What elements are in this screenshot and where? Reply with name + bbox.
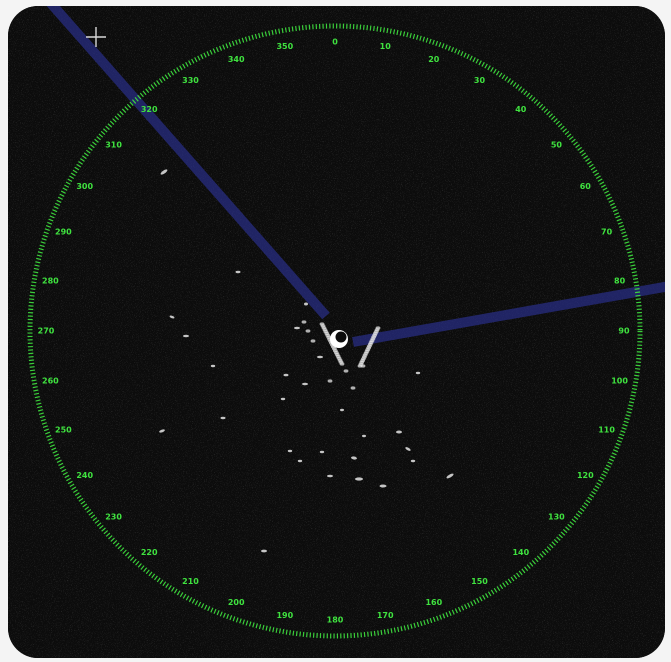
bearing-label-130: 130 — [548, 512, 565, 521]
echo-blip — [396, 430, 402, 434]
near-clutter-echo — [310, 339, 316, 343]
crosshair-icon[interactable] — [86, 27, 106, 47]
echo-blip — [287, 449, 293, 453]
echo-blip — [183, 334, 189, 338]
ebl-line-2 — [352, 281, 665, 347]
bearing-ring — [27, 23, 643, 639]
echo-blip — [304, 302, 308, 306]
bearing-label-200: 200 — [228, 598, 245, 607]
bearing-label-10: 10 — [380, 42, 392, 51]
bearing-label-80: 80 — [614, 276, 626, 285]
bearing-labels: 0 10 20 30 40 50 60 70 80 90 100 110 120 130 140 150 160… — [38, 38, 630, 625]
echo-blip — [405, 447, 411, 451]
bearing-label-320: 320 — [141, 105, 158, 114]
bearing-label-140: 140 — [512, 548, 529, 557]
bearing-label-50: 50 — [551, 141, 563, 150]
echo-blip — [410, 459, 416, 463]
bearing-label-260: 260 — [42, 377, 59, 386]
bearing-label-170: 170 — [377, 611, 394, 620]
echo-blip — [159, 429, 165, 433]
bearing-label-40: 40 — [515, 105, 527, 114]
bearing-label-100: 100 — [611, 377, 628, 386]
bearing-label-180: 180 — [327, 616, 344, 625]
echo-blip — [294, 326, 300, 330]
bearing-label-210: 210 — [182, 577, 199, 586]
echo-blip — [220, 416, 226, 420]
bearing-label-280: 280 — [42, 276, 59, 285]
ebl-line-1 — [46, 6, 330, 320]
bearing-label-60: 60 — [580, 182, 592, 191]
echo-blip — [327, 474, 333, 478]
echo-blip — [340, 408, 344, 412]
bearing-label-340: 340 — [228, 55, 245, 64]
bearing-label-270: 270 — [38, 327, 55, 336]
near-clutter-echo — [305, 329, 311, 333]
bearing-label-220: 220 — [141, 548, 158, 557]
echo-blip — [317, 355, 323, 359]
bearing-label-230: 230 — [105, 512, 122, 521]
near-clutter-echo — [343, 369, 349, 373]
bearing-label-110: 110 — [598, 425, 615, 434]
bearing-label-120: 120 — [577, 471, 594, 480]
bearing-scale-ticks — [27, 23, 643, 639]
echo-blip — [302, 382, 308, 386]
near-clutter-echo — [301, 320, 307, 324]
echo-blip — [446, 473, 454, 479]
bearing-label-30: 30 — [474, 76, 486, 85]
bearing-label-90: 90 — [618, 327, 630, 336]
bearing-label-250: 250 — [55, 425, 72, 434]
near-clutter-echo — [327, 379, 333, 383]
bearing-label-330: 330 — [182, 76, 199, 85]
bearing-label-20: 20 — [428, 55, 440, 64]
bearing-label-0: 0 — [332, 38, 338, 47]
bearing-label-290: 290 — [55, 228, 72, 237]
bearing-label-350: 350 — [276, 42, 293, 51]
bearing-label-190: 190 — [276, 611, 293, 620]
near-clutter-echo — [339, 362, 345, 366]
bearing-label-300: 300 — [76, 182, 93, 191]
echo-blip — [261, 549, 267, 553]
echo-blip — [210, 364, 216, 368]
radar-echoes — [159, 169, 454, 553]
radar-scope[interactable]: 0 10 20 30 40 50 60 70 80 90 100 110 120 130 140 150 160… — [8, 6, 665, 658]
bearing-label-160: 160 — [425, 598, 442, 607]
echo-blip — [355, 477, 363, 481]
echo-blip — [283, 373, 289, 377]
radar-display[interactable]: 0 10 20 30 40 50 60 70 80 90 100 110 120 130 140 150 160… — [8, 6, 665, 658]
bearing-label-70: 70 — [601, 228, 613, 237]
echo-blip — [235, 270, 241, 274]
echo-blip — [415, 371, 421, 375]
echo-blip — [169, 315, 175, 319]
echo-blip — [351, 456, 357, 460]
heading-lines — [46, 6, 665, 347]
echo-blip — [297, 459, 303, 463]
bearing-label-150: 150 — [471, 577, 488, 586]
bearing-label-310: 310 — [105, 141, 122, 150]
own-ship-icon — [330, 330, 348, 348]
echo-blip — [160, 169, 168, 175]
echo-blip — [280, 397, 286, 401]
echo-blip — [362, 434, 366, 438]
near-clutter-echo — [360, 364, 366, 368]
echo-blip — [379, 484, 387, 488]
echo-blip — [319, 450, 325, 454]
bearing-label-240: 240 — [76, 471, 93, 480]
near-clutter-echo — [350, 386, 356, 390]
